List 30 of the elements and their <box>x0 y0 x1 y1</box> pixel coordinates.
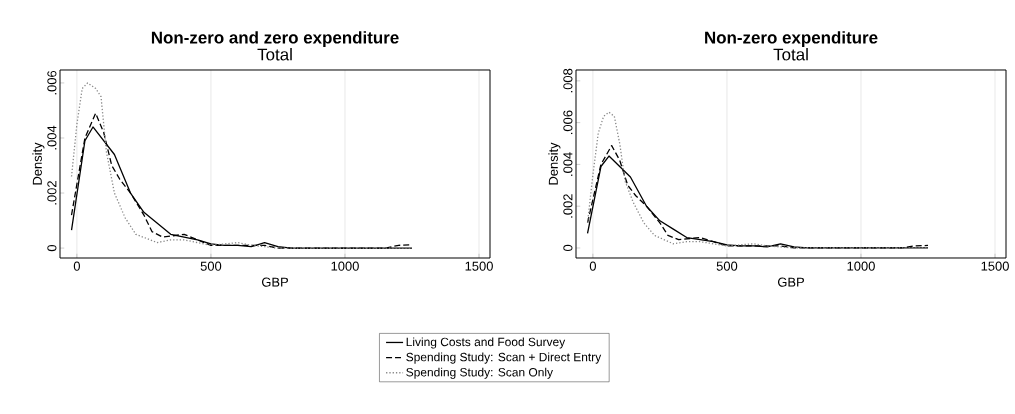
y-tick-label: .004 <box>563 152 573 176</box>
chart-title: Non-zero and zero expenditure <box>151 31 399 47</box>
y-axis-title: Density <box>32 142 45 185</box>
y-tick-label: .002 <box>47 181 57 205</box>
legend-label: Living Costs and Food Survey <box>406 337 566 349</box>
x-tick-label: 1000 <box>331 261 359 271</box>
y-tick-label: 0 <box>563 244 573 252</box>
x-axis-title: GBP <box>777 277 804 287</box>
x-tick-label: 0 <box>73 261 80 271</box>
line-series <box>70 82 413 249</box>
x-axis-title: GBP <box>261 277 288 287</box>
y-tick-label: 0 <box>47 244 57 252</box>
x-tick-label: 1000 <box>847 261 875 271</box>
y-tick-label: .006 <box>47 70 57 95</box>
line-series <box>586 111 929 249</box>
x-tick-label: 500 <box>200 261 222 271</box>
legend-label: Spending Study: Scan Only <box>406 367 553 379</box>
y-axis-title: Density <box>548 142 561 185</box>
chart-title: Non-zero expenditure <box>705 31 878 47</box>
legend-label: Spending Study: Scan + Direct Entry <box>406 352 602 364</box>
chart-subtitle: Total <box>257 48 292 61</box>
y-tick-label: .004 <box>47 125 57 150</box>
chart-subtitle: Total <box>773 48 808 61</box>
x-tick-label: 1500 <box>981 261 1009 271</box>
y-tick-label: .006 <box>563 110 573 135</box>
x-tick-label: 0 <box>589 261 596 271</box>
x-tick-label: 500 <box>716 261 738 271</box>
y-tick-label: .008 <box>563 68 573 93</box>
x-tick-label: 1500 <box>465 261 493 271</box>
y-tick-label: .002 <box>563 194 573 218</box>
